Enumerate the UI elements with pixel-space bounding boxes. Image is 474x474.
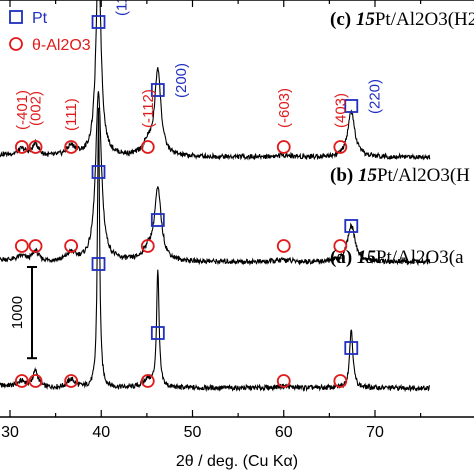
scale-bar-label: 1000 [9,296,26,329]
x-tick-label: 30 [1,424,19,441]
alumina-marker [140,140,155,154]
pt-marker [150,326,165,340]
sample-label: (a) 15Pt/Al2O3(a [330,247,464,268]
alumina-marker [276,239,291,253]
alumina-marker [64,239,79,253]
pt-hkl-label: (111) [114,0,131,16]
alumina-hkl-label: (-603) [276,88,293,128]
sample-tag: (a) [330,247,357,268]
alumina-marker [333,374,348,388]
sample-tag: (b) [330,165,358,186]
alumina-marker [140,239,155,253]
trace-a [0,107,431,393]
sample-name: Pt/Al2O3(H2O [375,9,474,30]
pt-hkl-label: (200) [173,63,190,98]
sample-labels: (a) 15Pt/Al2O3(a(b) 15Pt/Al2O3(H(c) 15Pt… [330,9,474,268]
alumina-marker [276,140,291,154]
x-axis: 2θ / deg. (Cu Kα) 30 40 50 60 70 [1,0,422,470]
legend-alumina-circle [9,37,23,51]
legend-pt-label: Pt [32,10,48,27]
plot-frame [0,0,474,418]
alumina-marker [140,374,155,388]
alumina-marker [64,140,79,154]
alumina-marker [333,140,348,154]
x-axis-label: 2θ / deg. (Cu Kα) [176,453,298,470]
phase-markers [14,15,359,388]
alumina-hkl-label: (111) [63,98,80,131]
alumina-marker [333,239,348,253]
sample-name: Pt/Al2O3(a [376,247,464,268]
pt-marker [344,99,359,113]
sample-tag: (c) [330,9,356,30]
sample-prefix: 15 [356,9,376,30]
trace-c [0,0,431,161]
sample-label: (b) 15Pt/Al2O3(H [330,165,470,186]
alumina-hkl-label: (002) [28,91,45,126]
sample-prefix: 15 [357,247,377,268]
alumina-marker [14,239,29,253]
alumina-hkl-label: (403) [332,93,349,128]
x-tick-label: 40 [92,424,110,441]
pt-hkl-label: (220) [366,79,383,114]
legend: Pt θ-Al2O3 [9,10,91,54]
alumina-marker [14,140,29,154]
sample-label: (c) 15Pt/Al2O3(H2O [330,9,474,30]
x-tick-label: 70 [366,424,384,441]
trace-b [0,91,431,267]
alumina-marker [14,374,29,388]
alumina-marker [276,374,291,388]
diffraction-traces [0,0,431,393]
alumina-marker [64,374,79,388]
pt-marker [91,15,106,29]
sample-name: Pt/Al2O3(H [377,165,470,186]
pt-marker [91,257,106,271]
alumina-marker [28,239,43,253]
pt-marker [150,83,165,97]
sample-prefix: 15 [358,165,378,186]
alumina-marker [28,374,43,388]
legend-alumina-label: θ-Al2O3 [32,37,91,54]
x-tick-label: 60 [275,424,293,441]
pt-marker [150,213,165,227]
pt-marker [91,165,106,179]
alumina-marker [28,140,43,154]
scale-bar: 1000 [9,266,37,360]
legend-pt-square [9,10,23,24]
alumina-hkl-label: (-401) [14,90,31,130]
alumina-hkl-label: (-112) [140,89,157,128]
pt-marker [344,341,359,355]
hkl-labels: (111) (200) (220) (-401)(002) (111) (-112) (-6… [14,0,383,131]
x-tick-label: 50 [184,424,202,441]
pt-marker [344,219,359,233]
